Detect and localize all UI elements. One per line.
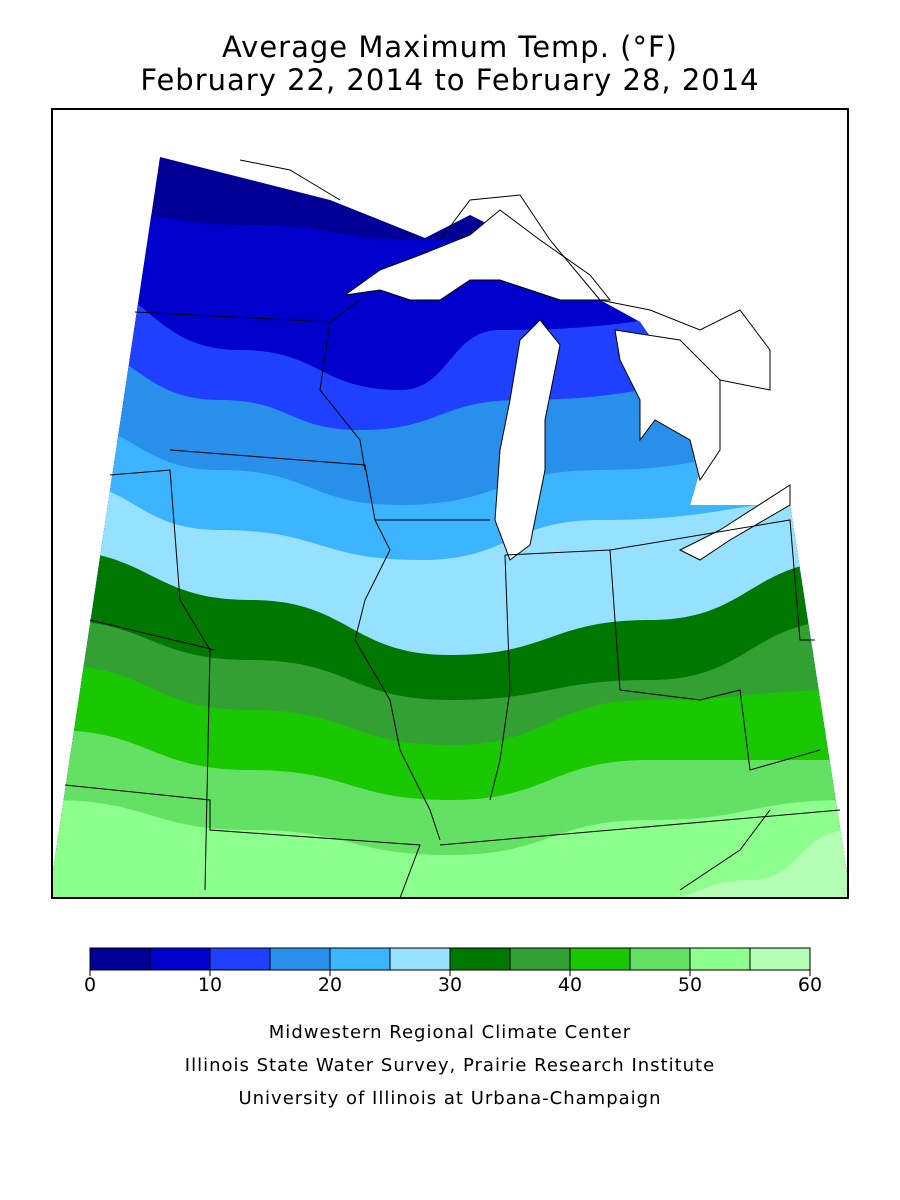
lake-erie <box>678 484 791 561</box>
legend-tick-label: 0 <box>83 974 97 996</box>
lake-michigan <box>494 319 561 561</box>
credit-mrcc: Midwestern Regional Climate Center <box>268 1022 632 1043</box>
legend-swatch-20-25 <box>329 947 391 971</box>
legend-swatch-50-55 <box>689 947 751 971</box>
lake-huron <box>614 329 721 482</box>
legend-swatch-0-5 <box>89 947 151 971</box>
map-title: Average Maximum Temp. (°F) <box>222 30 678 64</box>
map-frame <box>51 108 849 899</box>
temperature-bands <box>52 157 848 898</box>
map-date-range: February 22, 2014 to February 28, 2014 <box>140 63 760 97</box>
state-boundaries <box>64 299 841 899</box>
legend-tick-label: 20 <box>317 974 343 996</box>
legend-swatch-10-15 <box>209 947 271 971</box>
legend-tick-label: 60 <box>797 974 823 996</box>
legend-tick-label: 10 <box>197 974 223 996</box>
great-lakes <box>239 159 791 561</box>
credit-isws: Illinois State Water Survey, Prairie Res… <box>184 1055 716 1076</box>
legend-swatch-55-60 <box>749 947 811 971</box>
credit-uiuc: University of Illinois at Urbana-Champai… <box>238 1088 662 1109</box>
temp-band-50-55 <box>52 800 848 898</box>
lake-superior <box>344 209 612 301</box>
color-legend <box>89 947 811 976</box>
legend-swatch-30-35 <box>449 947 511 971</box>
legend-tick-label: 40 <box>557 974 583 996</box>
legend-tick-label: 50 <box>677 974 703 996</box>
legend-tick-label: 30 <box>437 974 463 996</box>
legend-swatch-25-30 <box>389 947 451 971</box>
legend-swatch-5-10 <box>149 947 211 971</box>
legend-swatch-15-20 <box>269 947 331 971</box>
legend-swatch-35-40 <box>509 947 571 971</box>
legend-swatch-40-45 <box>569 947 631 971</box>
legend-swatch-45-50 <box>629 947 691 971</box>
canada-outline <box>239 159 771 391</box>
